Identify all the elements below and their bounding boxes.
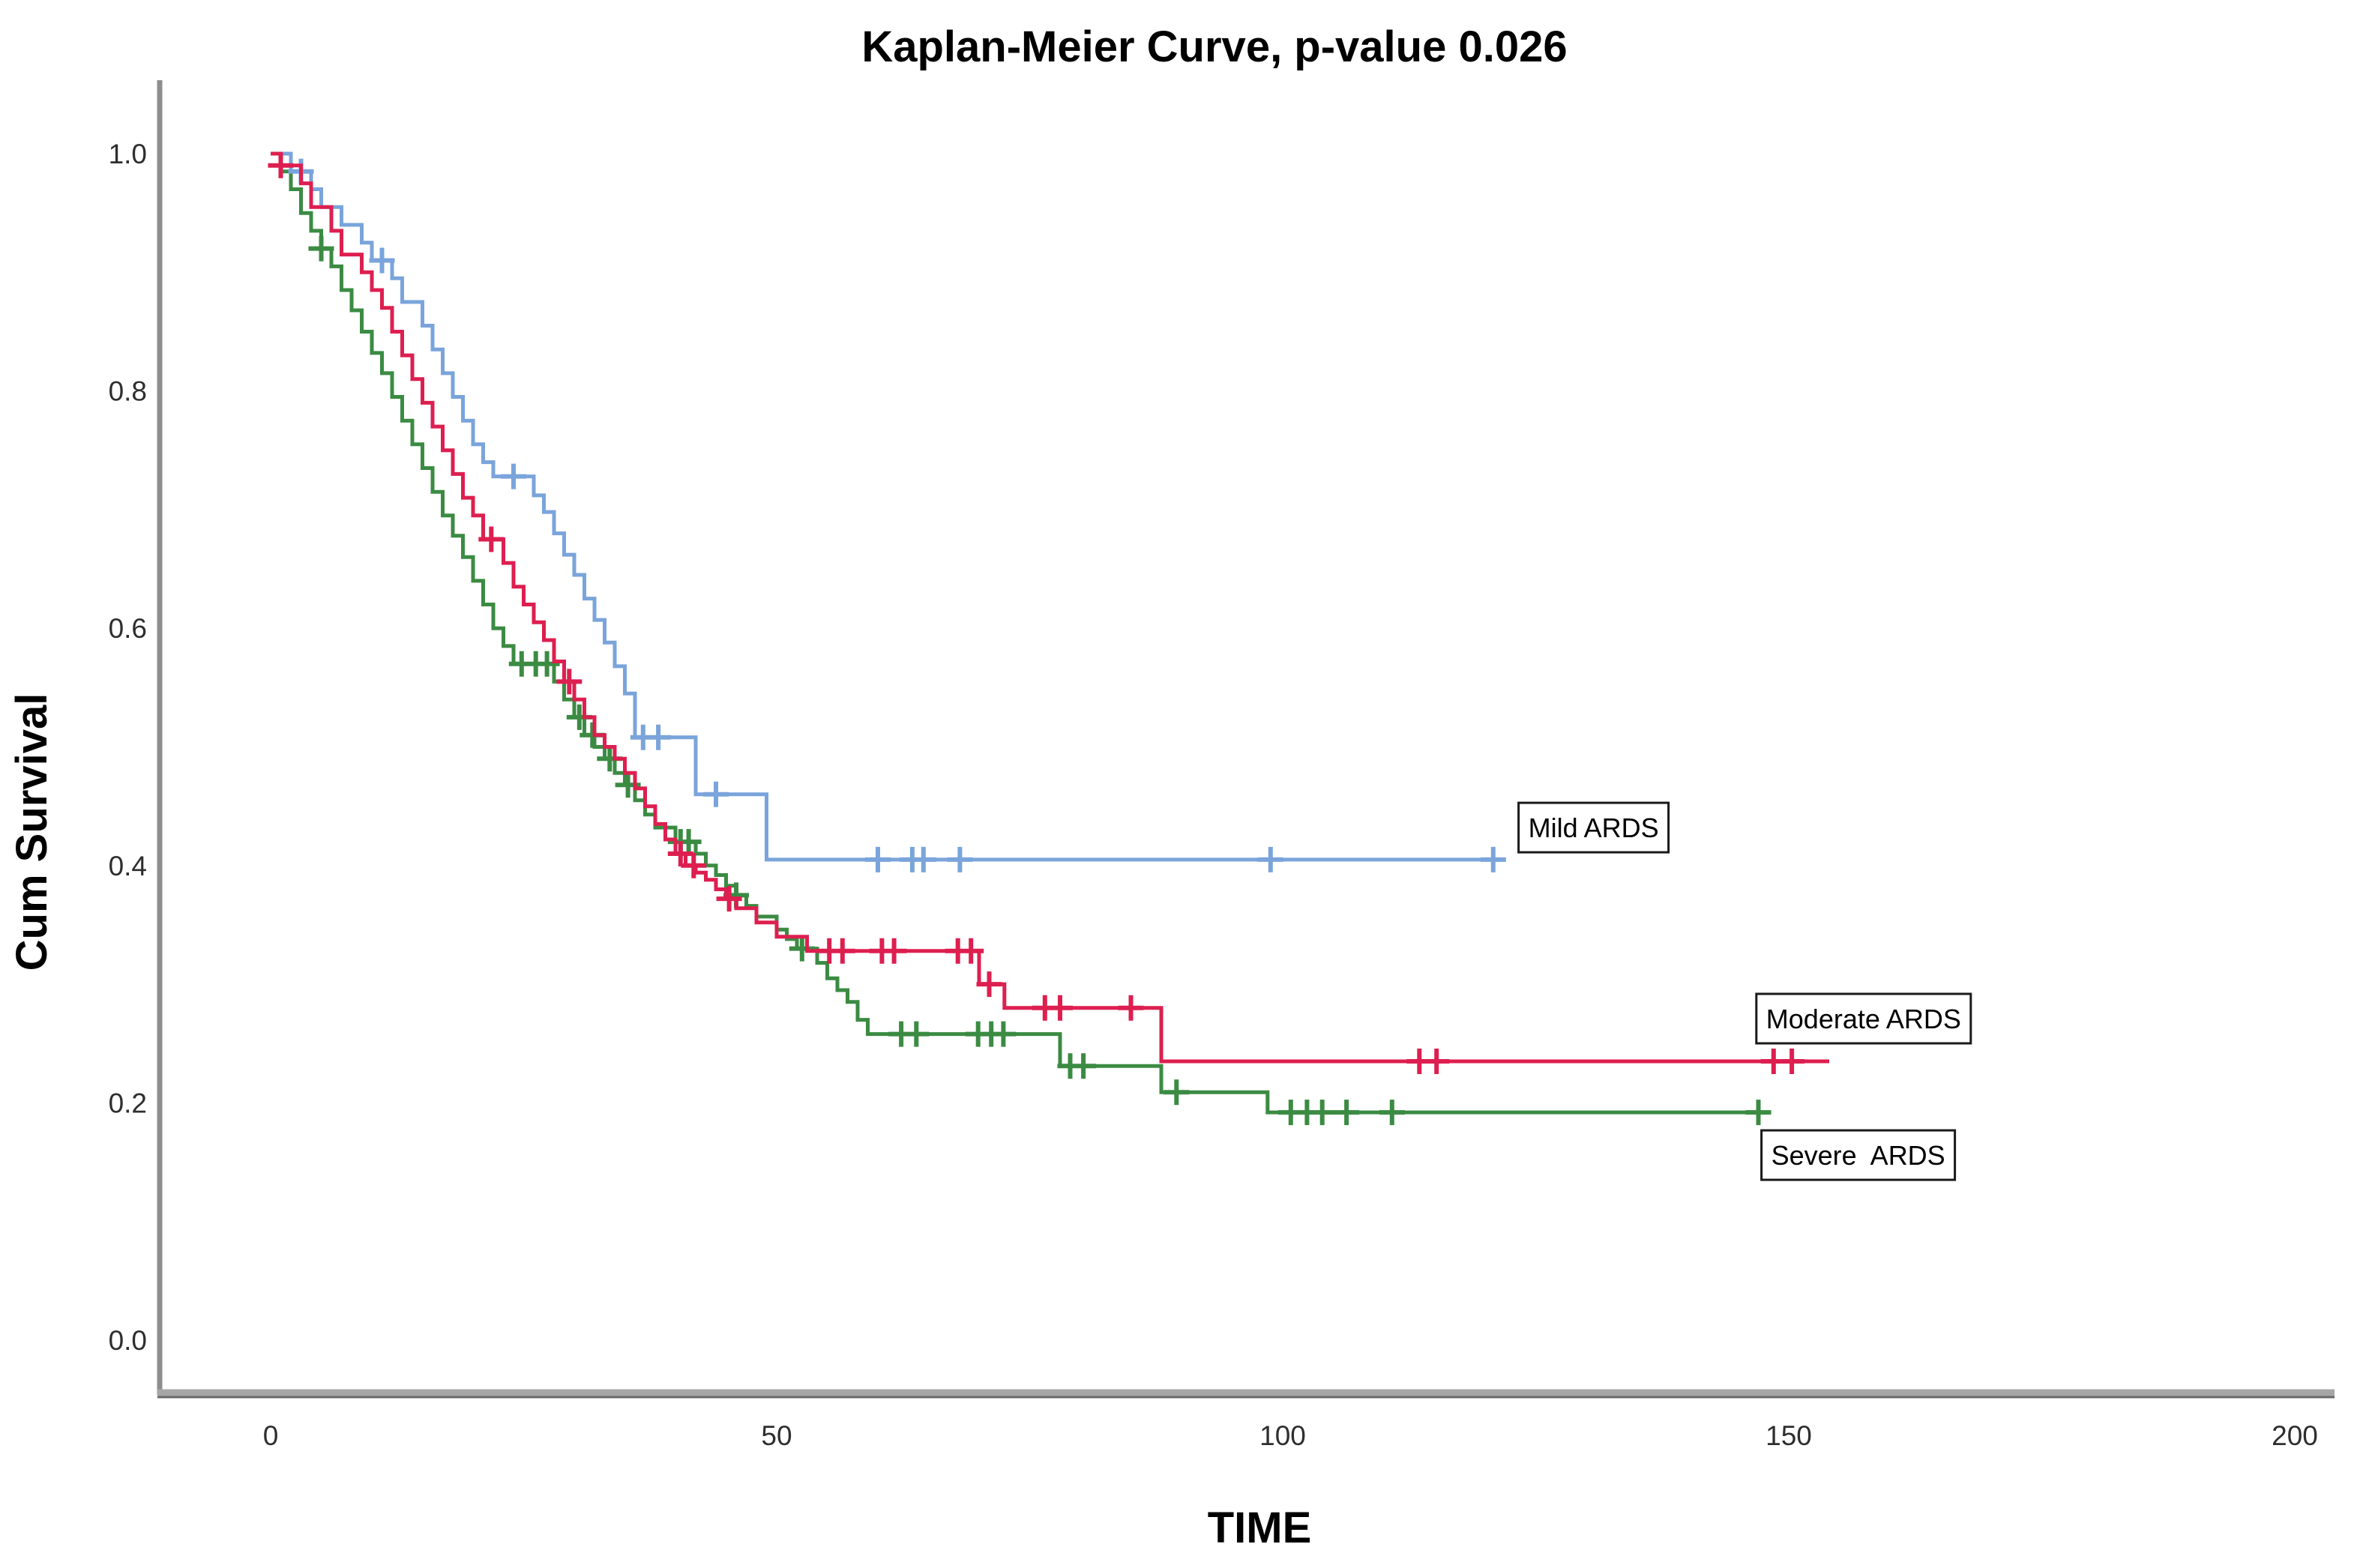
x-axis: 0 50 100 150 200 TIME <box>157 1389 2335 1552</box>
series-line-moderate-ards <box>271 151 1829 1064</box>
y-tick-label-0.4: 0.4 <box>109 851 147 881</box>
series-label-box-severe-ards <box>1760 1129 1957 1181</box>
series-line-severe-ards <box>271 151 1769 1115</box>
series-label-box-moderate-ards <box>1755 992 1972 1045</box>
series-mild-ards <box>271 151 1506 872</box>
y-tick-label-0.8: 0.8 <box>109 376 147 407</box>
series-moderate-ards <box>268 151 1829 1074</box>
x-tick-label-150: 150 <box>1766 1420 1812 1451</box>
y-tick-label-1.0: 1.0 <box>109 139 147 169</box>
x-tick-labels: 0 50 100 150 200 <box>263 1420 2318 1451</box>
series-label-text-moderate-ards: Moderate ARDS <box>1766 1004 1961 1034</box>
x-axis-title: TIME <box>1208 1504 1312 1552</box>
y-tick-label-0.6: 0.6 <box>109 613 147 644</box>
series-severe-ards <box>271 151 1772 1126</box>
series-label-text-severe-ards: Severe ARDS <box>1772 1140 1945 1171</box>
x-tick-label-200: 200 <box>2272 1420 2318 1451</box>
series-label-mild-ards: Mild ARDS <box>1517 801 1670 854</box>
x-tick-label-100: 100 <box>1259 1420 1306 1451</box>
y-axis-title: Cum Survival <box>7 693 56 971</box>
series-label-text-mild-ards: Mild ARDS <box>1529 812 1659 843</box>
x-tick-label-0: 0 <box>263 1420 279 1451</box>
y-tick-label-0.0: 0.0 <box>109 1325 147 1356</box>
series-group <box>268 151 1829 1126</box>
series-label-moderate-ards: Moderate ARDS <box>1755 992 1972 1045</box>
y-tick-labels: 1.0 0.8 0.6 0.4 0.2 0.0 <box>109 139 147 1356</box>
y-tick-label-0.2: 0.2 <box>109 1088 147 1118</box>
series-label-severe-ards: Severe ARDS <box>1760 1129 1957 1181</box>
chart-title: Kaplan-Meier Curve, p-value 0.026 <box>861 22 1567 71</box>
series-censor-marks-moderate-ards <box>268 152 1805 1074</box>
series-censor-marks-severe-ards <box>308 235 1772 1126</box>
series-label-box-mild-ards <box>1517 801 1670 854</box>
y-axis: 1.0 0.8 0.6 0.4 0.2 0.0 Cum Survival <box>7 80 163 1395</box>
series-censor-marks-mild-ards <box>288 158 1506 872</box>
series-labels: Mild ARDS Moderate ARDS Severe ARDS <box>1517 801 1972 1181</box>
series-line-mild-ards <box>271 151 1505 862</box>
x-tick-label-50: 50 <box>761 1420 792 1451</box>
